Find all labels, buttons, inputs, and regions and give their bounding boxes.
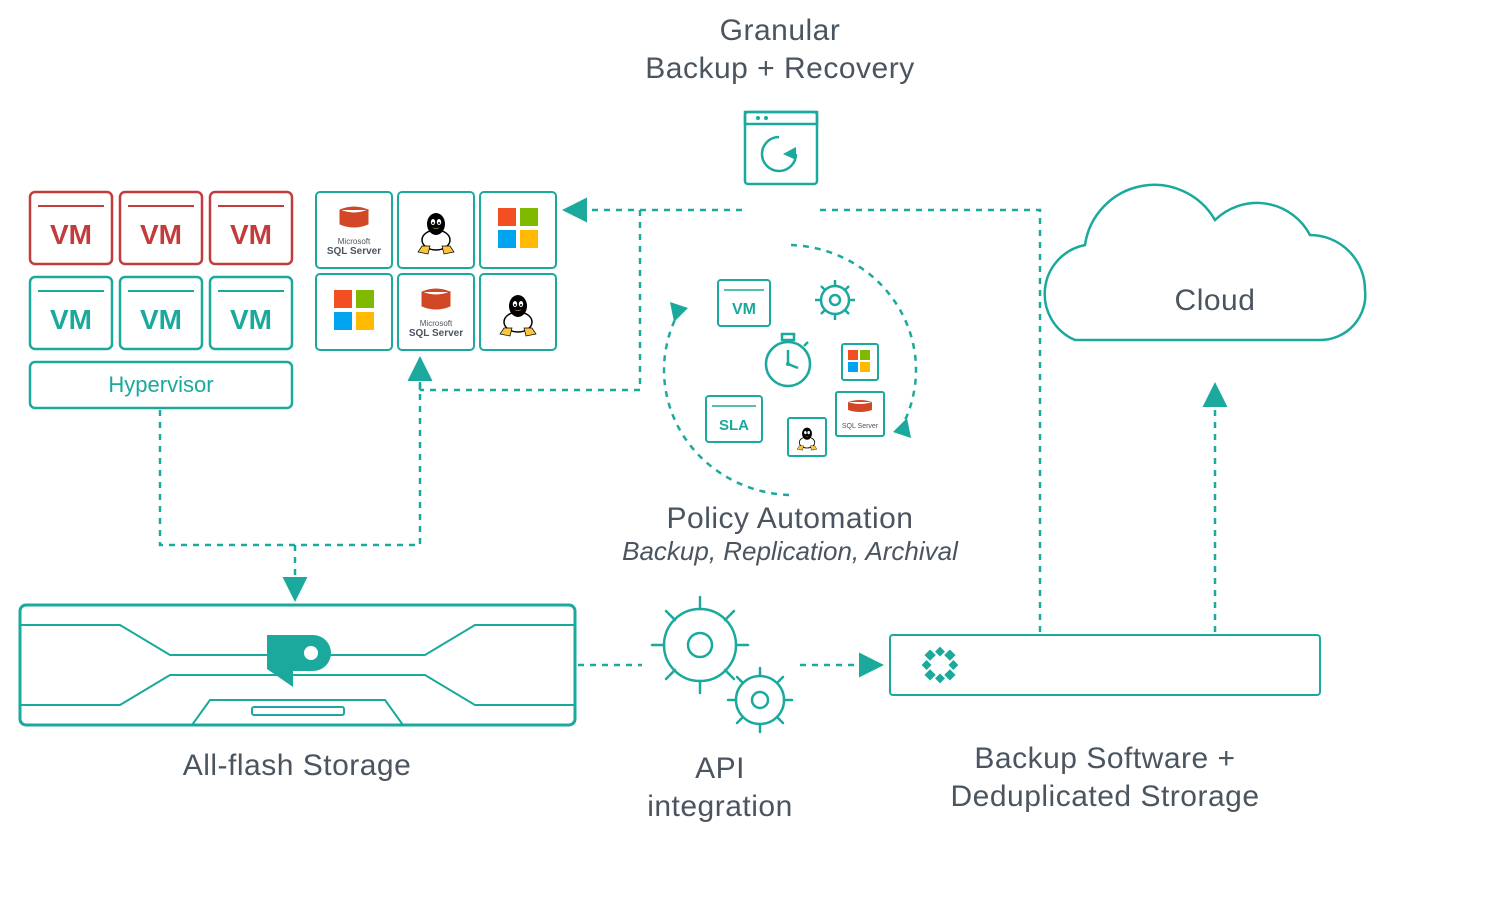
architecture-diagram: Granular Backup + Recovery VM VM VM VM V… <box>0 0 1512 918</box>
policy-label-2: Backup, Replication, Archival <box>622 536 959 566</box>
granular-title-line2: Backup + Recovery <box>645 52 914 85</box>
policy-automation: VM SQL Server <box>622 245 959 566</box>
policy-sqlserver-icon: SQL Server <box>836 392 884 436</box>
vm-box-red-1: VM <box>30 192 112 264</box>
policy-sla-icon: SLA <box>706 396 762 442</box>
granular-title-line1: Granular <box>720 14 841 47</box>
api-label-2: integration <box>647 790 793 823</box>
vm-grid: VM VM VM VM VM VM Hypervisor <box>30 192 292 408</box>
backup-software-box <box>890 635 1320 695</box>
hypervisor-label: Hypervisor <box>108 372 213 397</box>
policy-stopwatch-icon <box>766 334 810 386</box>
vm-box-teal-2: VM <box>120 277 202 349</box>
vm-box-red-3: VM <box>210 192 292 264</box>
svg-text:SQL Server: SQL Server <box>842 423 879 430</box>
svg-text:VM: VM <box>732 301 756 318</box>
svg-text:VM: VM <box>50 219 92 250</box>
allflash-label: All-flash Storage <box>183 749 412 782</box>
vm-box-teal-1: VM <box>30 277 112 349</box>
backup-label-2: Deduplicated Strorage <box>950 780 1259 813</box>
granular-recovery-icon <box>745 112 817 184</box>
sqlserver-icon-2: Microsoft SQL Server <box>398 274 474 350</box>
vm-box-red-2: VM <box>120 192 202 264</box>
svg-text:VM: VM <box>230 219 272 250</box>
workload-grid: Microsoft SQL Server Microsoft SQL <box>316 192 556 350</box>
api-label-1: API <box>695 752 745 785</box>
svg-text:VM: VM <box>140 219 182 250</box>
policy-gear-icon <box>815 280 855 320</box>
microsoft-icon-2 <box>316 274 392 350</box>
policy-vm-icon: VM <box>718 280 770 326</box>
linux-icon-1 <box>398 192 474 268</box>
microsoft-icon-1 <box>480 192 556 268</box>
svg-text:SQL Server: SQL Server <box>327 246 381 257</box>
sqlserver-icon-1: Microsoft SQL Server <box>316 192 392 268</box>
policy-microsoft-icon <box>842 344 878 380</box>
cloud-icon: Cloud <box>1045 185 1366 340</box>
linux-icon-2 <box>480 274 556 350</box>
allflash-storage <box>20 605 575 725</box>
svg-text:VM: VM <box>230 304 272 335</box>
svg-text:VM: VM <box>140 304 182 335</box>
svg-text:Microsoft: Microsoft <box>338 237 371 246</box>
backup-label-1: Backup Software + <box>974 742 1235 775</box>
svg-text:SQL Server: SQL Server <box>409 328 463 339</box>
policy-label-1: Policy Automation <box>667 502 914 535</box>
svg-text:SLA: SLA <box>719 417 749 434</box>
svg-text:VM: VM <box>50 304 92 335</box>
api-integration-icon <box>652 597 792 732</box>
svg-text:Microsoft: Microsoft <box>420 319 453 328</box>
vm-box-teal-3: VM <box>210 277 292 349</box>
policy-linux-icon <box>788 418 826 456</box>
cloud-label: Cloud <box>1175 284 1256 317</box>
